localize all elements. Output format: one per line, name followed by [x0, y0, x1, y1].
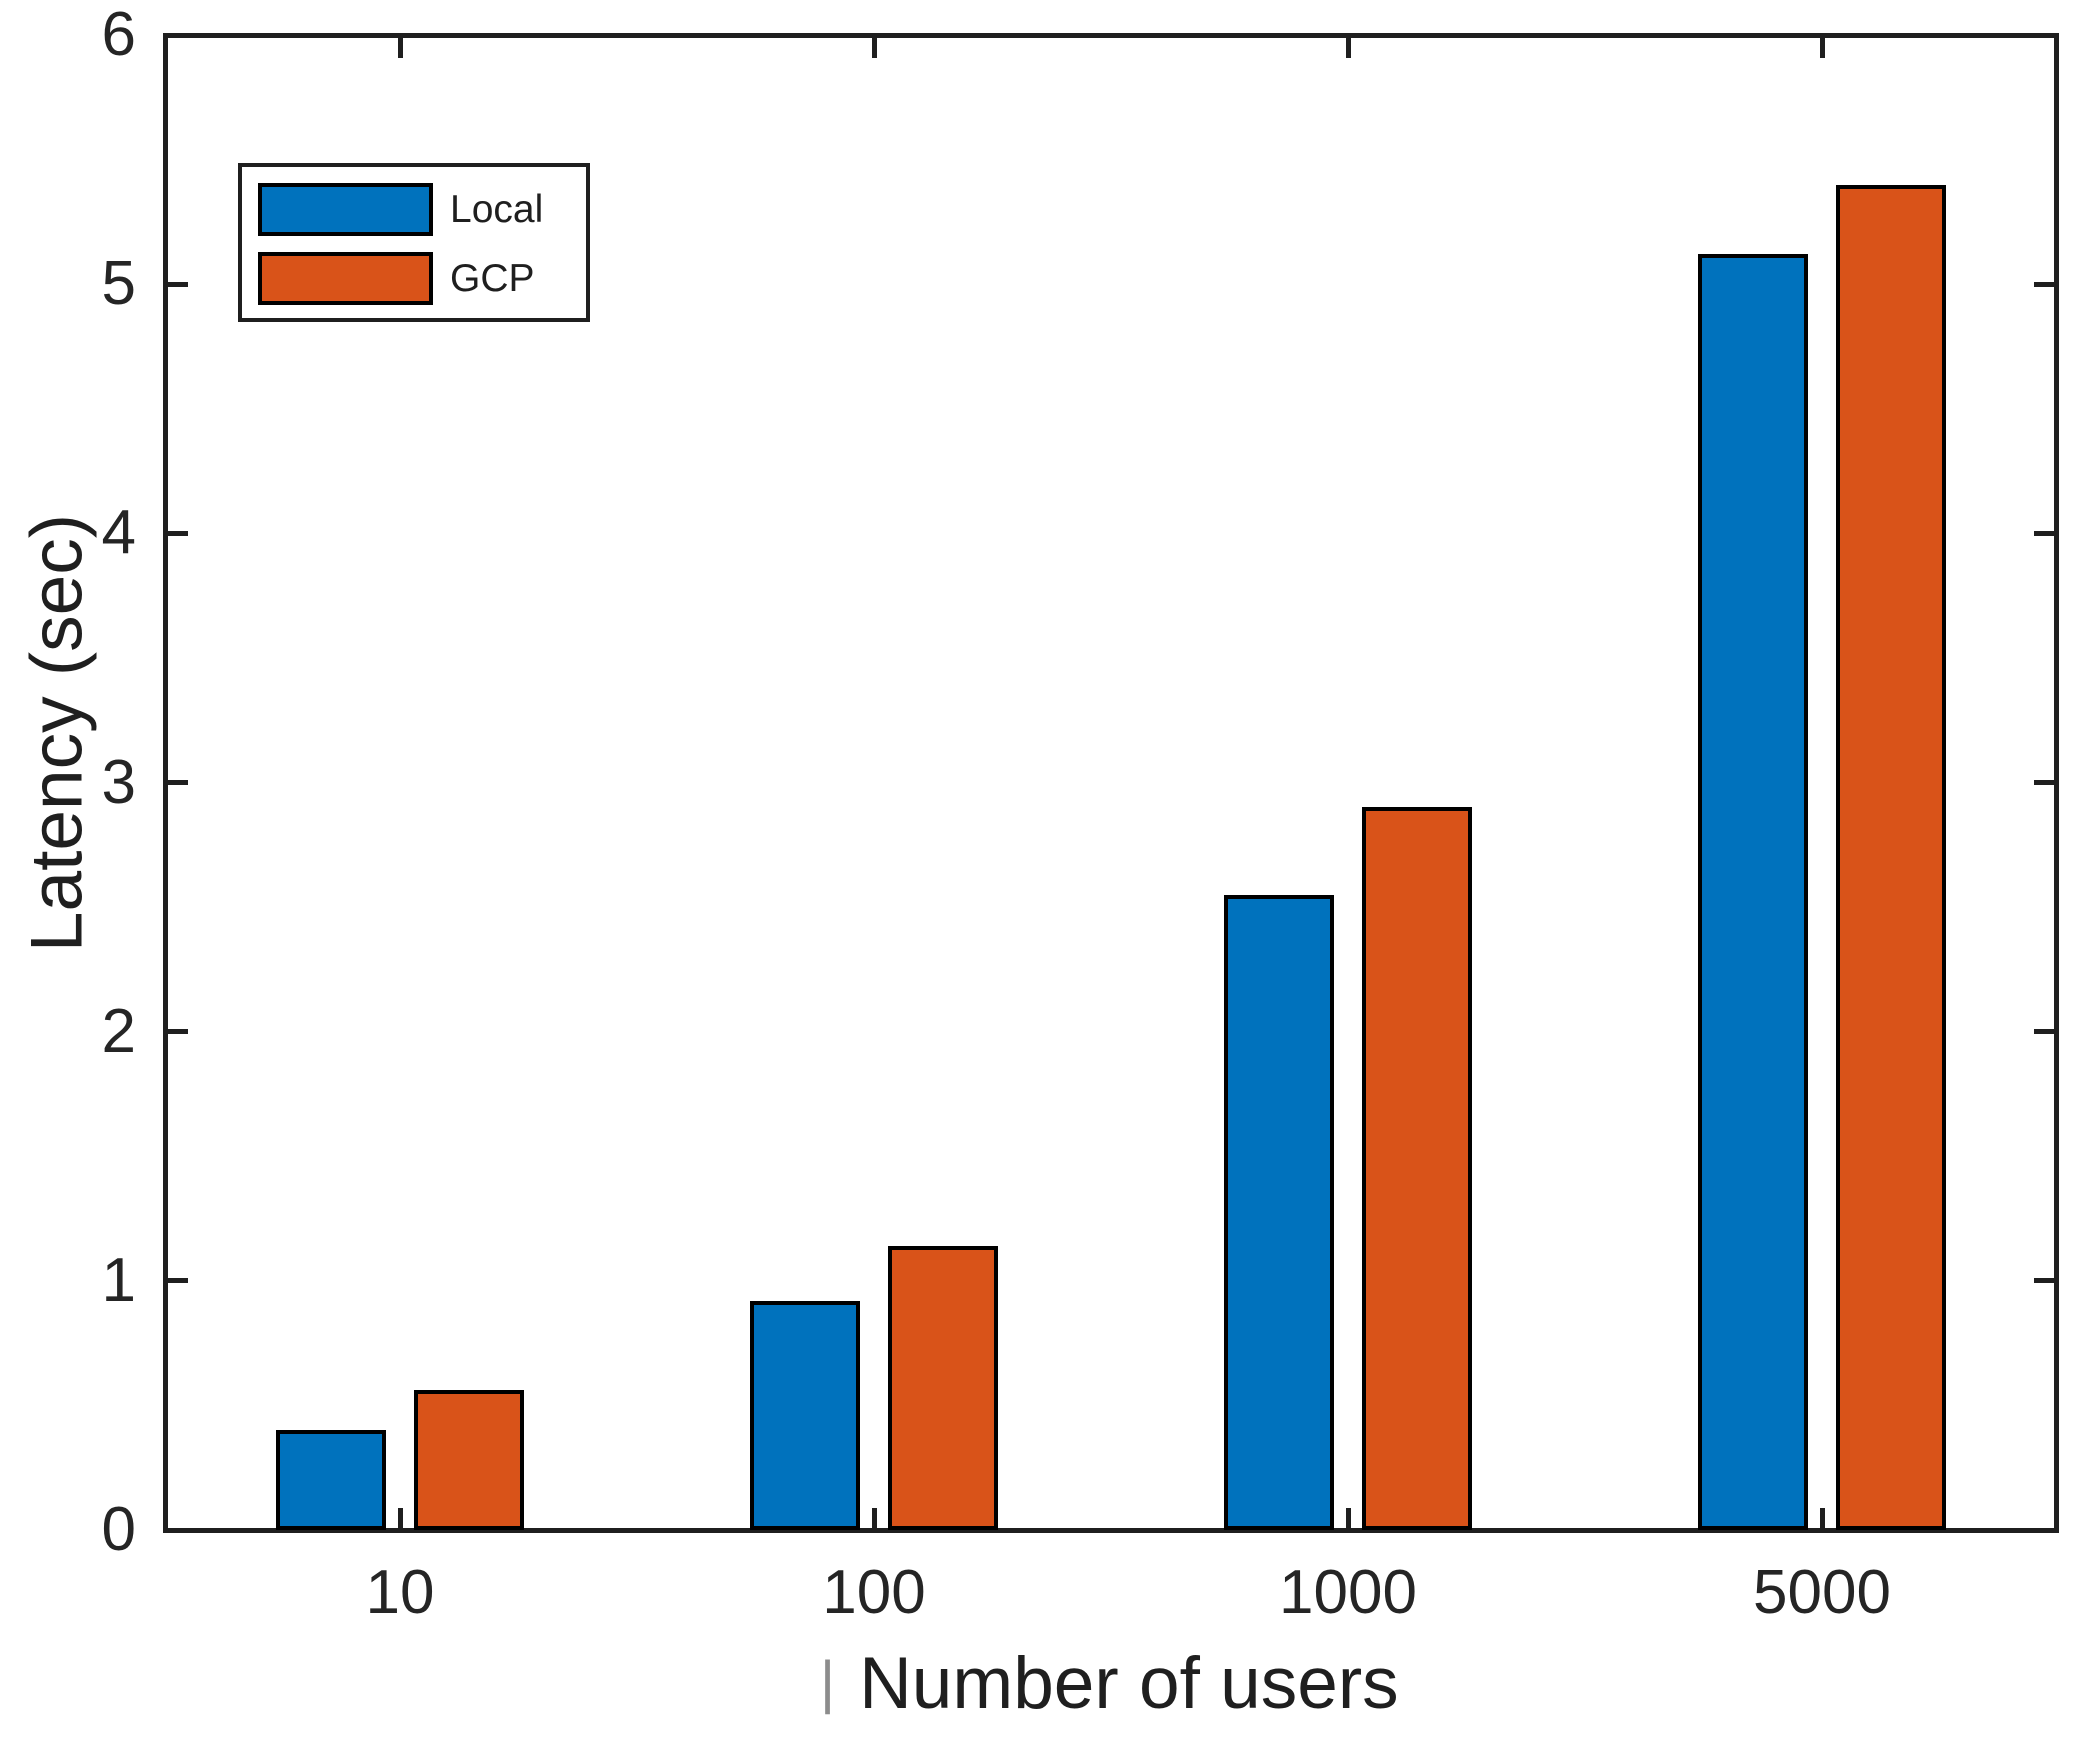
y-tick-label: 4: [101, 498, 136, 568]
y-tick-mark: [2034, 530, 2054, 536]
bar-local-1000: [1224, 894, 1334, 1530]
y-tick-label: 5: [101, 249, 136, 319]
bar-local-5000: [1698, 254, 1808, 1530]
bar-local-100: [750, 1300, 860, 1530]
y-tick-label: 0: [101, 1495, 136, 1564]
x-tick-mark: [397, 38, 403, 58]
x-tick-mark: [871, 1508, 877, 1528]
y-tick-mark: [2034, 780, 2054, 785]
y-tick-mark: [2034, 32, 2054, 38]
legend: Local GCP: [238, 163, 590, 322]
y-tick-mark: [168, 530, 188, 536]
bar-gcp-10: [414, 1390, 524, 1530]
legend-item-gcp: GCP: [258, 252, 586, 305]
x-tick-label: 1000: [1279, 1558, 1417, 1627]
legend-item-local: Local: [258, 183, 586, 236]
x-tick-mark: [1819, 1508, 1825, 1528]
bar-gcp-5000: [1836, 184, 1946, 1530]
y-tick-mark: [168, 281, 188, 287]
gcp-series-swatch: [258, 252, 433, 305]
bar-local-10: [276, 1430, 386, 1530]
bar-gcp-1000: [1362, 807, 1472, 1530]
y-tick-mark: [2034, 281, 2054, 287]
bar-gcp-100: [888, 1245, 998, 1530]
y-axis-label: Latency (sec): [16, 513, 98, 953]
local-series-swatch: [258, 183, 433, 236]
x-tick-mark: [1345, 38, 1351, 58]
x-tick-label: 5000: [1753, 1558, 1891, 1627]
x-tick-mark: [1345, 1508, 1351, 1528]
y-tick-mark: [168, 32, 188, 38]
x-tick-mark: [397, 1508, 403, 1528]
y-tick-label: 2: [101, 996, 136, 1066]
y-tick-label: 1: [101, 1245, 136, 1315]
legend-label-local: Local: [450, 187, 544, 231]
y-tick-mark: [168, 780, 188, 785]
y-tick-label: 6: [101, 0, 136, 69]
x-tick-label: 10: [365, 1558, 435, 1627]
y-tick-mark: [2034, 1278, 2054, 1284]
cursor-bar-artifact: |: [820, 1650, 836, 1715]
y-tick-mark: [2034, 1029, 2054, 1035]
x-tick-mark: [1819, 38, 1825, 58]
y-tick-mark: [2034, 1527, 2054, 1533]
legend-label-gcp: GCP: [450, 256, 535, 300]
x-axis-label-text: Number of users: [859, 1643, 1399, 1724]
x-tick-mark: [871, 38, 877, 58]
y-tick-mark: [168, 1278, 188, 1284]
y-tick-label: 3: [101, 747, 136, 817]
x-axis-label: | Number of users: [820, 1645, 1399, 1723]
x-tick-label: 100: [822, 1558, 926, 1627]
y-tick-mark: [168, 1527, 188, 1533]
y-tick-mark: [168, 1029, 188, 1035]
